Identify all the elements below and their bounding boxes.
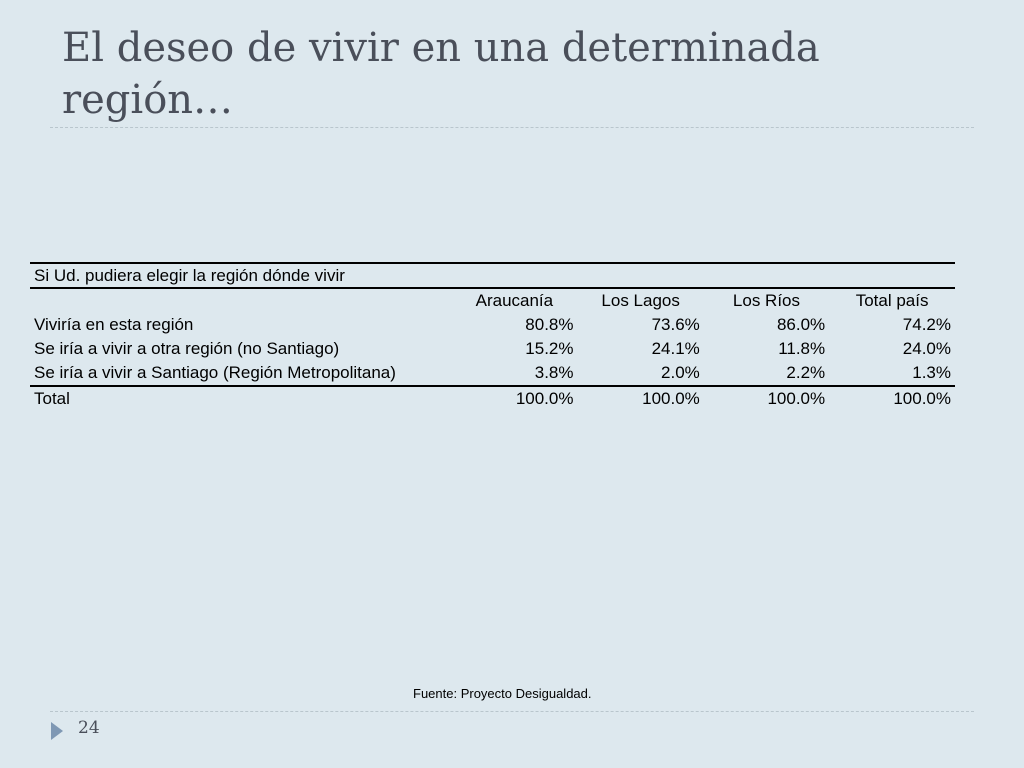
cell-value: 1.3% <box>829 361 955 387</box>
cell-value: 100.0% <box>893 389 951 408</box>
column-header-los-lagos: Los Lagos <box>601 291 680 310</box>
table-total-row: Total 100.0% 100.0% 100.0% 100.0% <box>30 386 955 411</box>
cell-value: 80.8% <box>525 315 574 334</box>
cell-value: 100.0% <box>767 389 826 408</box>
row-label: Viviría en esta región <box>34 315 194 334</box>
header-empty-cell <box>30 288 451 313</box>
cell-value: 74.2% <box>902 315 951 334</box>
table-row: Viviría en esta región 80.8% 73.6% 86.0%… <box>30 313 955 337</box>
cell-value: 2.0% <box>577 361 704 387</box>
column-header-los-rios: Los Ríos <box>732 291 801 310</box>
row-label: Se iría a vivir a Santiago (Región Metro… <box>30 361 452 387</box>
cell-value: 3.8% <box>451 361 578 387</box>
data-table: Si Ud. pudiera elegir la región dónde vi… <box>30 262 955 411</box>
column-header-total-pais: Total país <box>855 291 929 310</box>
cell-value: 2.2% <box>703 361 830 387</box>
cell-value: 100.0% <box>642 389 700 408</box>
slide-title: El deseo de vivir en una determinada reg… <box>62 25 820 123</box>
cell-value: 24.0% <box>902 339 951 358</box>
table-caption: Si Ud. pudiera elegir la región dónde vi… <box>30 262 955 289</box>
title-divider <box>50 127 974 128</box>
footer-divider <box>50 711 974 712</box>
page-number: 24 <box>78 718 100 738</box>
cell-value: 15.2% <box>525 339 574 358</box>
table-caption-row: Si Ud. pudiera elegir la región dónde vi… <box>30 262 955 289</box>
cell-value: 11.8% <box>778 339 826 358</box>
table-header-row: Araucanía Los Lagos Los Ríos Total país <box>30 288 955 313</box>
triangle-right-icon <box>51 722 63 740</box>
cell-value: 73.6% <box>651 315 700 334</box>
cell-value: 24.1% <box>651 339 700 358</box>
table-row: Se iría a vivir a Santiago (Región Metro… <box>30 361 955 387</box>
source-note: Fuente: Proyecto Desigualdad. <box>413 686 592 701</box>
cell-value: 86.0% <box>776 315 826 334</box>
table-row: Se iría a vivir a otra región (no Santia… <box>30 337 955 361</box>
column-header-araucania: Araucanía <box>475 291 554 310</box>
cell-value: 100.0% <box>515 389 574 408</box>
row-label: Total <box>34 389 70 408</box>
row-label: Se iría a vivir a otra región (no Santia… <box>34 339 340 358</box>
